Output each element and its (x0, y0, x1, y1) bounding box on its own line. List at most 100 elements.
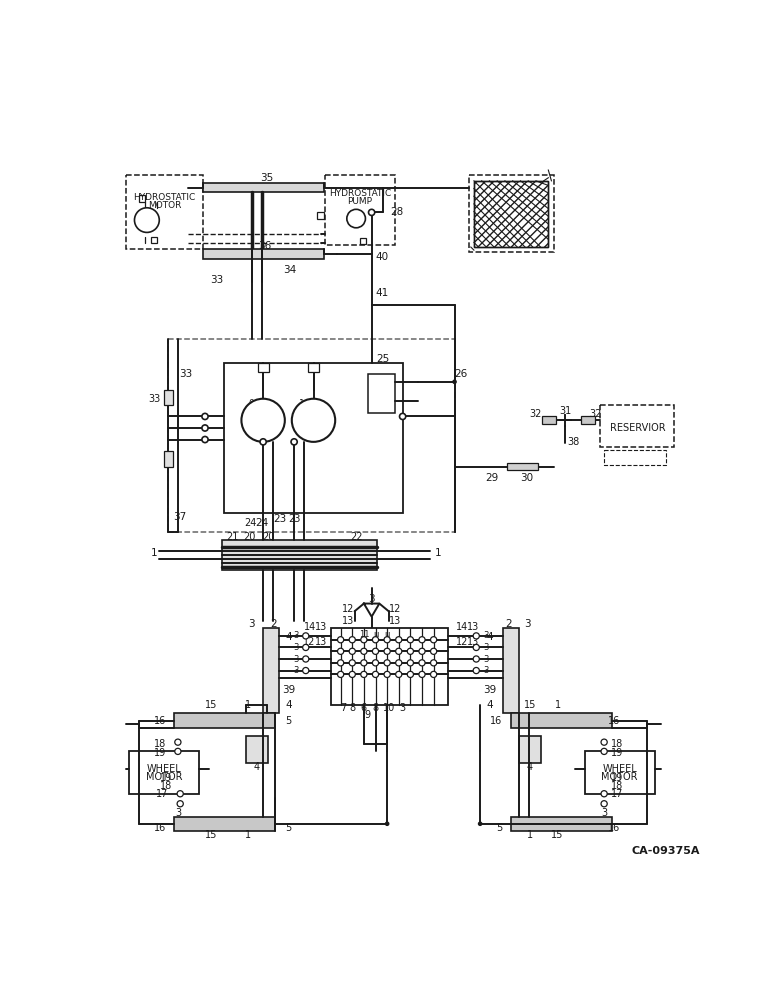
Text: 37: 37 (174, 512, 187, 522)
Text: 12: 12 (303, 637, 316, 647)
Circle shape (372, 648, 378, 654)
Circle shape (349, 671, 355, 677)
Bar (164, 451, 173, 466)
Circle shape (372, 671, 378, 677)
Circle shape (291, 439, 297, 445)
Circle shape (601, 739, 608, 745)
Text: 16: 16 (608, 823, 621, 833)
Circle shape (473, 667, 479, 674)
Circle shape (361, 648, 367, 654)
Text: HYDROSTATIC: HYDROSTATIC (134, 192, 196, 202)
Text: 15: 15 (524, 700, 537, 710)
Text: 2: 2 (506, 619, 512, 629)
Text: 1: 1 (554, 700, 560, 710)
Text: 3: 3 (294, 654, 299, 664)
Circle shape (174, 748, 181, 754)
Text: 28: 28 (391, 207, 404, 217)
Bar (584, 751, 655, 794)
Circle shape (337, 648, 344, 654)
Circle shape (361, 660, 367, 666)
Text: 16: 16 (154, 716, 166, 726)
Bar (258, 363, 269, 372)
Text: 0: 0 (249, 399, 255, 408)
Circle shape (361, 637, 367, 643)
Circle shape (260, 439, 266, 445)
Circle shape (202, 436, 208, 443)
Bar (308, 363, 319, 372)
Text: 1: 1 (435, 548, 441, 558)
Text: RESERVIOR: RESERVIOR (610, 423, 665, 433)
Text: 3: 3 (174, 808, 181, 818)
Circle shape (473, 656, 479, 662)
Circle shape (337, 637, 344, 643)
Text: 3: 3 (482, 643, 488, 652)
Text: 24: 24 (255, 518, 268, 528)
Text: 14: 14 (303, 622, 316, 632)
Text: 1: 1 (527, 830, 533, 840)
Text: 4: 4 (487, 632, 493, 642)
Text: 3: 3 (294, 643, 299, 652)
Circle shape (368, 209, 374, 215)
Circle shape (400, 413, 406, 420)
Text: 3: 3 (400, 703, 406, 713)
Text: PUMP: PUMP (347, 197, 373, 206)
Bar (581, 416, 594, 424)
Circle shape (601, 791, 608, 797)
Circle shape (478, 821, 482, 826)
Circle shape (419, 671, 425, 677)
Circle shape (384, 671, 390, 677)
Circle shape (473, 644, 479, 651)
Circle shape (408, 648, 414, 654)
Text: 33: 33 (210, 275, 223, 285)
Circle shape (349, 648, 355, 654)
Circle shape (349, 660, 355, 666)
Circle shape (177, 801, 183, 807)
Text: 15: 15 (551, 830, 564, 840)
Circle shape (384, 821, 389, 826)
Text: 19: 19 (160, 773, 172, 783)
Text: 18: 18 (160, 781, 172, 791)
Text: 3: 3 (524, 619, 530, 629)
Circle shape (361, 671, 367, 677)
Circle shape (431, 671, 437, 677)
Text: 4: 4 (254, 762, 260, 772)
Circle shape (408, 660, 414, 666)
Text: u: u (384, 630, 390, 639)
Circle shape (396, 648, 402, 654)
Text: 41: 41 (375, 288, 388, 298)
Text: 1: 1 (299, 399, 305, 408)
Text: 26: 26 (454, 369, 467, 379)
Bar (519, 736, 540, 763)
Circle shape (384, 637, 390, 643)
Bar (151, 237, 157, 243)
Circle shape (601, 748, 608, 754)
Text: +: + (304, 410, 323, 430)
Text: 5: 5 (496, 823, 503, 833)
Text: u: u (373, 630, 378, 639)
Circle shape (396, 671, 402, 677)
Bar (317, 212, 324, 219)
Bar (511, 817, 612, 831)
Bar (204, 249, 323, 259)
Text: 29: 29 (485, 473, 499, 483)
Text: 19: 19 (154, 748, 166, 758)
Circle shape (431, 660, 437, 666)
Text: CA-09375A: CA-09375A (631, 846, 699, 856)
Circle shape (337, 671, 344, 677)
Text: 5: 5 (286, 716, 292, 726)
Text: WHEEL: WHEEL (147, 764, 181, 774)
Text: 17: 17 (156, 789, 168, 799)
Circle shape (431, 637, 437, 643)
Text: 14: 14 (456, 622, 469, 632)
Circle shape (202, 413, 208, 420)
Text: 33: 33 (179, 369, 192, 379)
Text: 4: 4 (286, 700, 292, 710)
Text: 3: 3 (294, 666, 299, 675)
Text: 33: 33 (148, 394, 161, 404)
Circle shape (242, 399, 285, 442)
Circle shape (292, 399, 335, 442)
Circle shape (408, 637, 414, 643)
Text: 1: 1 (151, 548, 157, 558)
Text: 9: 9 (364, 710, 371, 720)
Bar (601, 405, 674, 447)
